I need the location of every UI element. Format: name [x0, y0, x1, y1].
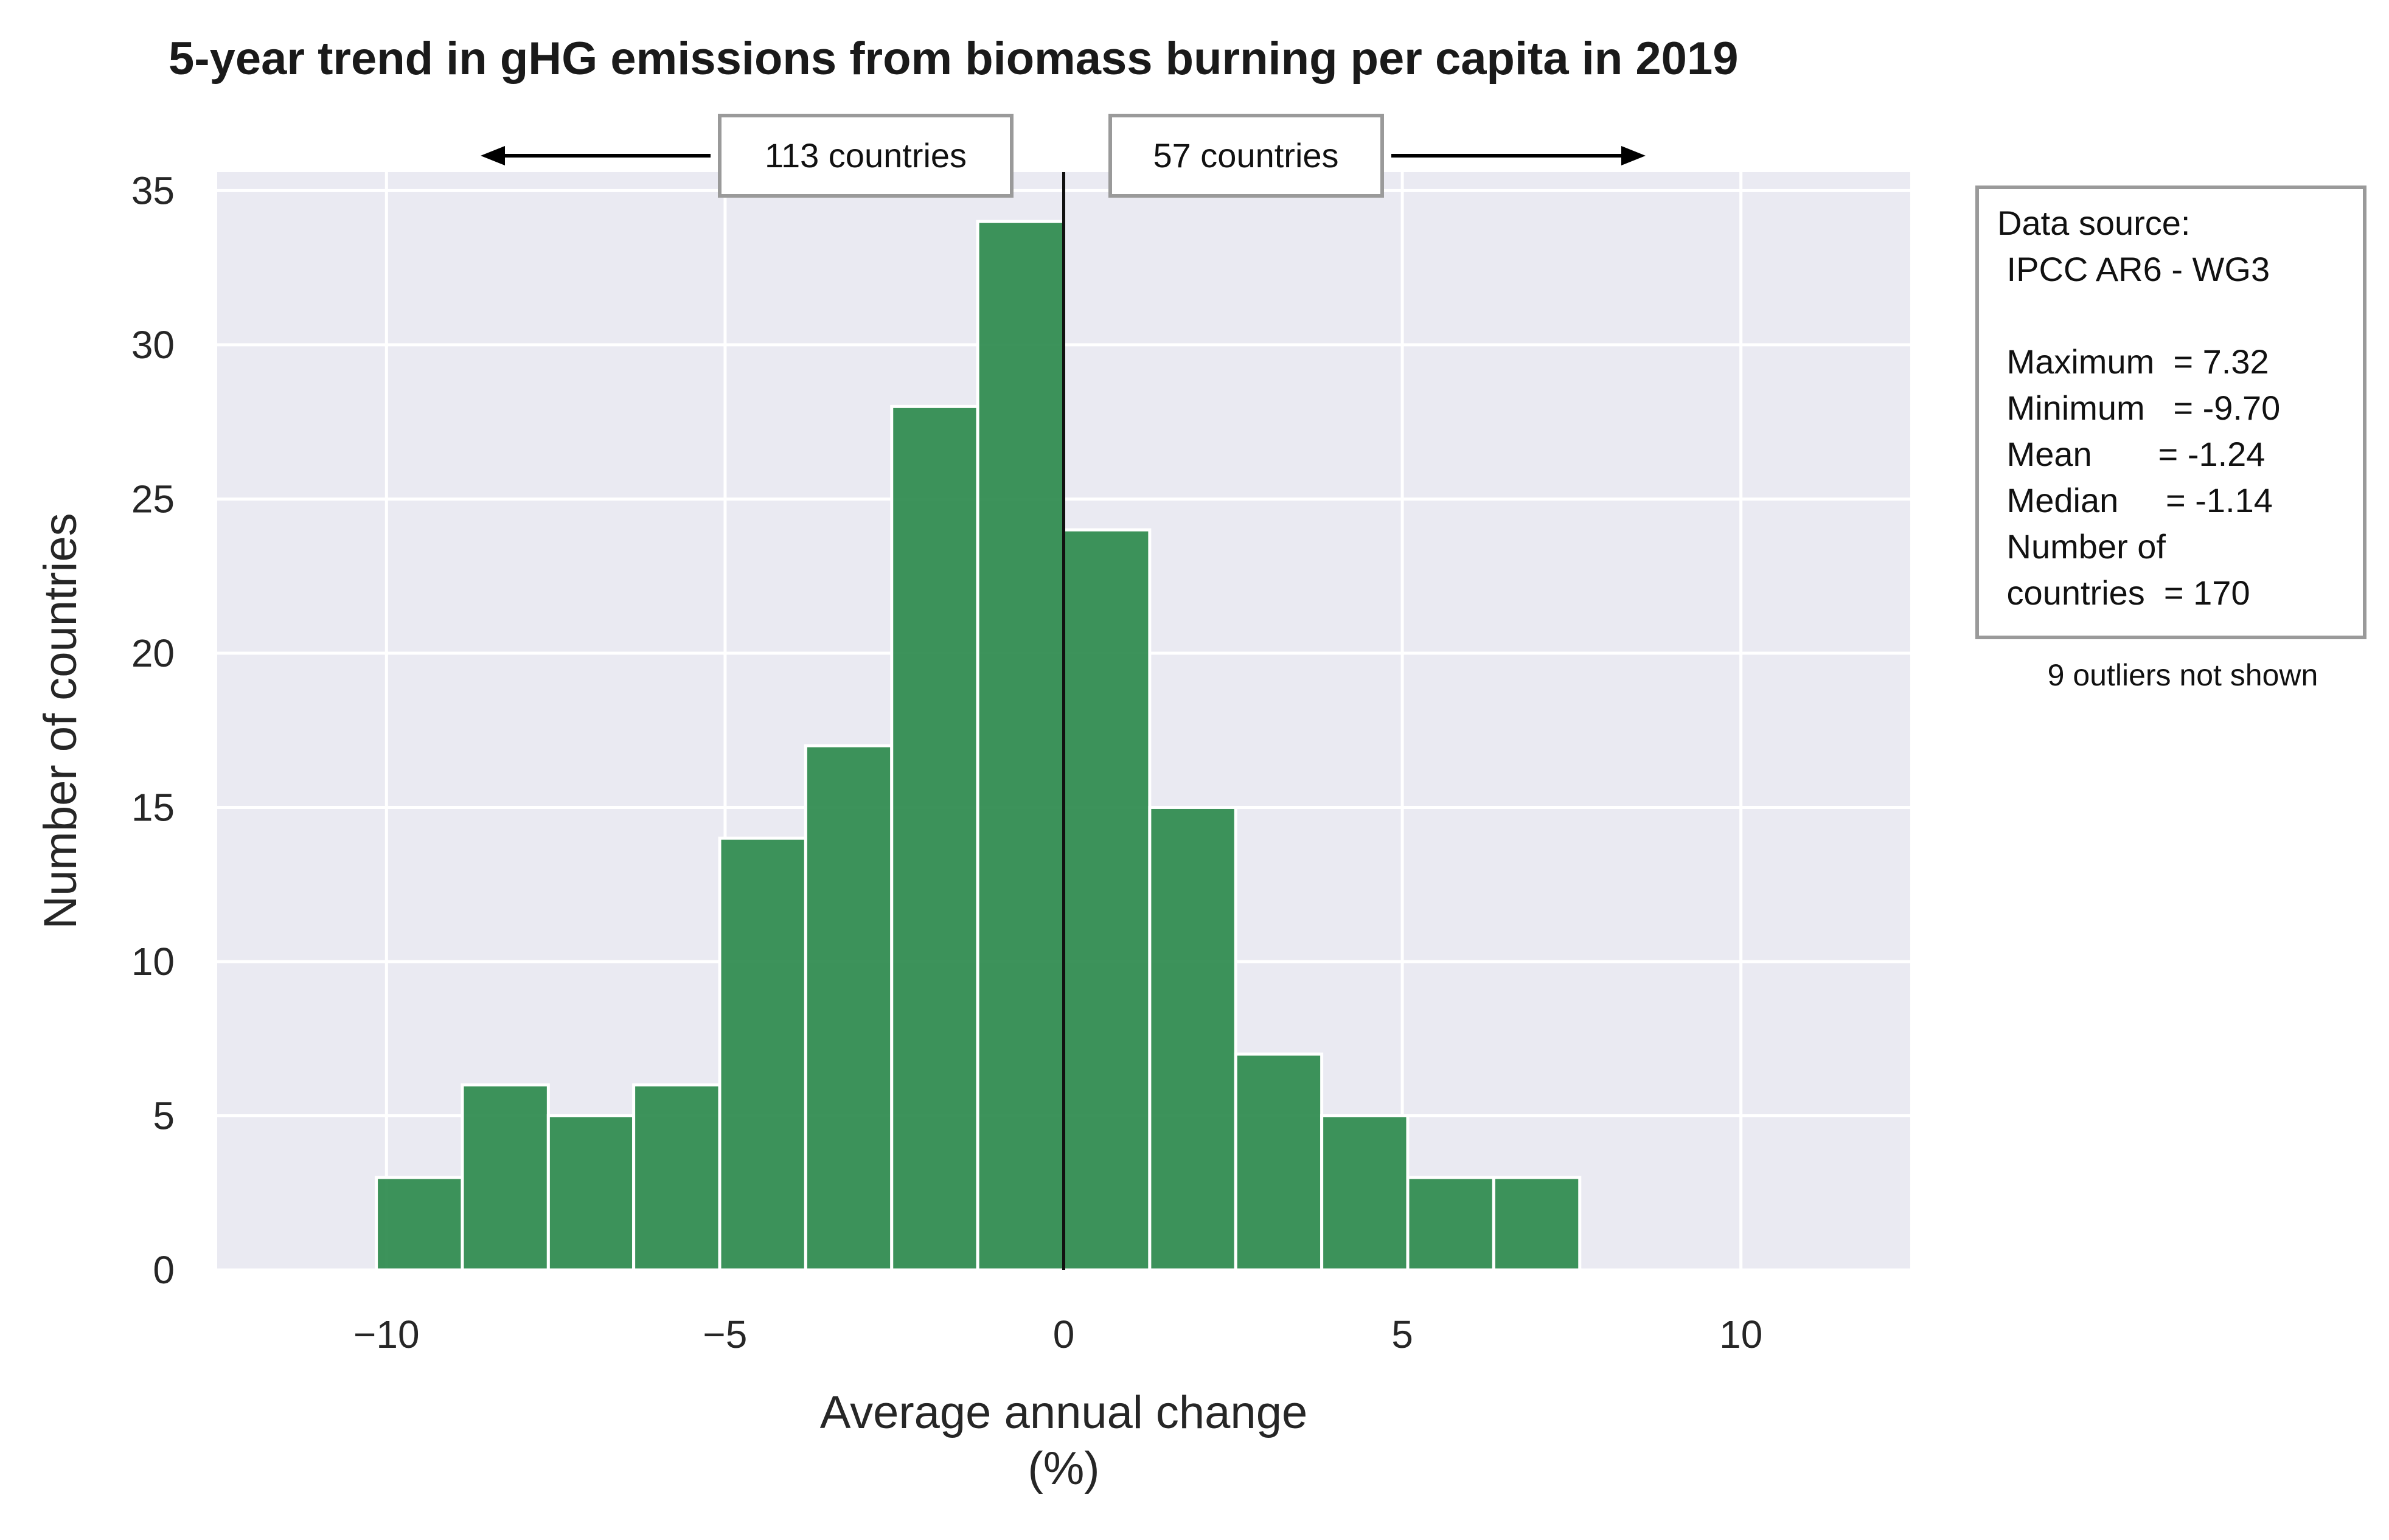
left-callout-text: 113 countries	[765, 136, 967, 175]
histogram-bar	[632, 1083, 722, 1272]
histogram-bar	[375, 1176, 464, 1272]
histogram-bar	[1148, 805, 1237, 1272]
histogram-bar	[546, 1114, 636, 1272]
y-tick-label: 25	[131, 477, 175, 521]
x-axis-unit: (%)	[1028, 1443, 1099, 1494]
outliers-note: 9 outliers not shown	[2048, 658, 2318, 692]
x-tick-label: 5	[1391, 1313, 1413, 1356]
y-tick-label: 35	[131, 168, 175, 212]
histogram-bars	[375, 220, 1582, 1272]
info-line: Maximum = 7.32	[1997, 342, 2269, 381]
info-line: Median = -1.14	[1997, 481, 2273, 519]
right-callout-text: 57 countries	[1153, 136, 1338, 175]
info-line: Minimum = -9.70	[1997, 389, 2280, 427]
left-callout: 113 countries	[481, 114, 1014, 198]
right-arrowhead	[1621, 146, 1646, 165]
info-line: Number of	[1997, 527, 2166, 566]
histogram-bar	[804, 744, 894, 1272]
info-line: IPCC AR6 - WG3	[1997, 250, 2270, 288]
histogram-bar	[1492, 1176, 1582, 1272]
info-box-frame	[1975, 186, 2366, 639]
histogram-bar	[890, 404, 979, 1272]
y-axis-label: Number of countries	[35, 513, 86, 929]
y-axis-ticks: 0 5 10 15 20 25 30 35	[131, 168, 175, 1292]
y-tick-label: 5	[153, 1094, 175, 1137]
x-axis-label: Average annual change	[820, 1387, 1308, 1438]
y-tick-label: 30	[131, 323, 175, 367]
histogram-bar	[976, 220, 1066, 1272]
x-tick-label: −5	[703, 1313, 747, 1356]
x-tick-label: 0	[1053, 1313, 1075, 1356]
info-line: Mean = -1.24	[1997, 435, 2265, 473]
y-tick-label: 10	[131, 940, 175, 983]
histogram-bar	[1062, 528, 1152, 1272]
chart-title: 5-year trend in gHG emissions from bioma…	[169, 33, 1738, 85]
y-tick-label: 0	[153, 1248, 175, 1292]
histogram-bar	[1234, 1052, 1324, 1272]
left-arrowhead	[481, 146, 505, 165]
histogram-bar	[1406, 1176, 1495, 1272]
x-tick-label: −10	[353, 1313, 420, 1356]
info-box: Data source: IPCC AR6 - WG3 Maximum = 7.…	[1975, 186, 2366, 639]
info-line: countries = 170	[1997, 574, 2250, 612]
info-line: Data source:	[1997, 204, 2191, 242]
x-tick-label: 10	[1719, 1313, 1762, 1356]
right-callout-box	[1108, 114, 1384, 198]
left-callout-box	[718, 114, 1014, 198]
y-tick-label: 20	[131, 631, 175, 675]
histogram-bar	[461, 1083, 550, 1272]
x-axis-ticks: −10 −5 0 5 10	[353, 1313, 1762, 1356]
right-callout: 57 countries	[1108, 114, 1646, 198]
histogram-bar	[718, 836, 807, 1272]
y-tick-label: 15	[131, 785, 175, 829]
histogram-bar	[1320, 1114, 1410, 1272]
